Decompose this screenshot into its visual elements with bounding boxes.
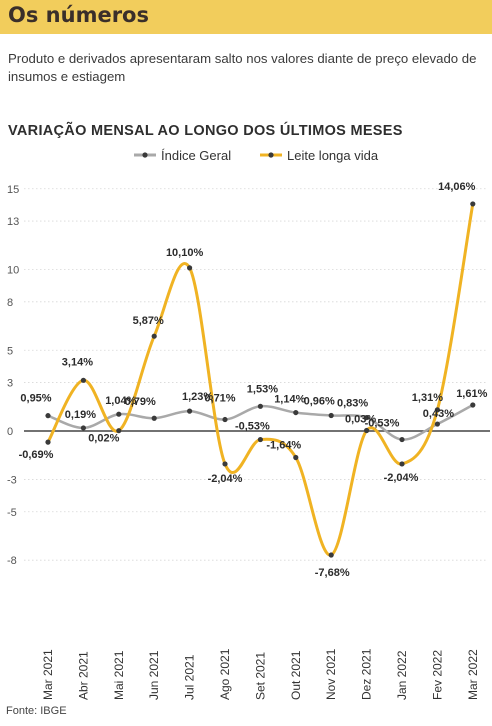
point-indice-geral — [364, 414, 370, 421]
x-tick-label: Ago 2021 — [218, 648, 232, 700]
data-label-leite-longa-vida: 14,06% — [438, 181, 476, 193]
data-label-leite-longa-vida: -2,04% — [384, 472, 419, 484]
data-label-leite-longa-vida: 0,02% — [88, 433, 119, 445]
x-tick-label: Mai 2021 — [112, 650, 126, 700]
data-label-leite-longa-vida: 3,14% — [62, 356, 93, 368]
x-tick-label: Jan 2022 — [395, 650, 409, 700]
y-tick-label: -5 — [7, 507, 17, 519]
point-indice-geral — [293, 409, 299, 416]
data-label-indice-geral: 1,14% — [274, 394, 305, 406]
point-indice-geral — [257, 403, 263, 409]
data-label-leite-longa-vida: 1,31% — [412, 392, 443, 404]
data-label-leite-longa-vida: -0,53% — [235, 421, 270, 433]
data-label-indice-geral: 0,83% — [337, 398, 368, 410]
data-label-leite-longa-vida: -7,68% — [315, 567, 350, 579]
point-leite-longa-vida — [45, 439, 51, 445]
series-line-leite-longa-vida — [46, 203, 475, 557]
x-tick-label: Abr 2021 — [76, 651, 90, 700]
x-tick-label: Jul 2021 — [183, 654, 197, 700]
x-tick-label: Set 2021 — [253, 652, 267, 700]
x-tick-label: Fev 2022 — [430, 650, 444, 700]
data-label-indice-geral: 0,43% — [423, 408, 454, 420]
y-tick-label: 10 — [7, 265, 19, 277]
data-label-indice-geral: -0,53% — [365, 418, 400, 430]
x-tick-label: Jun 2021 — [147, 650, 161, 700]
legend-marker — [268, 152, 274, 158]
data-label-indice-geral: 1,04% — [105, 395, 136, 407]
y-tick-label: 0 — [7, 426, 13, 438]
data-label-leite-longa-vida: 10,10% — [166, 247, 204, 259]
x-tick-label: Mar 2022 — [466, 649, 480, 700]
point-indice-geral — [187, 408, 193, 414]
point-leite-longa-vida — [80, 377, 86, 383]
data-label-indice-geral: 0,19% — [65, 409, 96, 421]
data-label-indice-geral: 0,79% — [125, 396, 156, 408]
page-title: Os números — [8, 3, 149, 27]
data-label-indice-geral: 0,95% — [20, 393, 51, 405]
point-leite-longa-vida — [364, 427, 370, 434]
source-note: Fonte: IBGE — [6, 705, 67, 717]
data-label-indice-geral: 1,53% — [247, 383, 278, 395]
data-label-indice-geral: 1,23% — [182, 391, 213, 403]
chart-title: VARIAÇÃO MENSAL AO LONGO DOS ÚLTIMOS MES… — [8, 123, 403, 139]
point-indice-geral — [45, 413, 51, 419]
point-indice-geral — [328, 412, 334, 419]
point-indice-geral — [470, 402, 476, 408]
point-leite-longa-vida — [434, 407, 440, 413]
point-indice-geral — [434, 421, 440, 427]
data-label-leite-longa-vida: -0,69% — [19, 449, 54, 461]
header-banner: Os números — [0, 0, 492, 34]
data-label-leite-longa-vida: -2,04% — [208, 473, 243, 485]
data-label-leite-longa-vida: 5,87% — [133, 315, 164, 327]
point-leite-longa-vida — [470, 201, 476, 207]
point-indice-geral — [151, 415, 157, 421]
legend-label-indice-geral: Índice Geral — [161, 148, 231, 163]
y-tick-label: -8 — [7, 555, 17, 567]
point-leite-longa-vida — [293, 454, 299, 461]
y-tick-label: 5 — [7, 345, 13, 357]
point-indice-geral — [80, 425, 86, 431]
x-tick-label: Nov 2021 — [324, 648, 338, 700]
x-tick-label: Out 2021 — [289, 650, 303, 700]
point-leite-longa-vida — [222, 461, 228, 467]
y-tick-label: 8 — [7, 297, 13, 309]
point-leite-longa-vida — [399, 461, 405, 467]
data-label-leite-longa-vida: 0,03% — [345, 414, 376, 426]
y-tick-label: -3 — [7, 474, 17, 486]
point-indice-geral — [399, 436, 405, 443]
legend-label-leite-longa-vida: Leite longa vida — [287, 148, 379, 163]
data-label-indice-geral: 1,61% — [456, 388, 487, 400]
point-leite-longa-vida — [187, 265, 193, 271]
point-indice-geral — [222, 416, 228, 423]
point-leite-longa-vida — [328, 552, 334, 558]
x-tick-label: Mar 2021 — [41, 649, 55, 700]
point-leite-longa-vida — [257, 436, 263, 443]
y-tick-label: 15 — [7, 184, 19, 196]
y-tick-label: 13 — [7, 216, 19, 228]
point-indice-geral — [116, 411, 122, 417]
subtitle: Produto e derivados apresentaram salto n… — [8, 51, 477, 84]
x-tick-label: Dez 2021 — [360, 648, 374, 700]
point-leite-longa-vida — [151, 333, 157, 339]
data-label-indice-geral: 0,96% — [304, 395, 335, 407]
data-label-indice-geral: 0,71% — [204, 393, 235, 405]
legend-marker — [142, 152, 148, 158]
y-tick-label: 3 — [7, 378, 13, 390]
data-label-leite-longa-vida: -1,64% — [266, 439, 301, 451]
point-leite-longa-vida — [116, 428, 122, 434]
